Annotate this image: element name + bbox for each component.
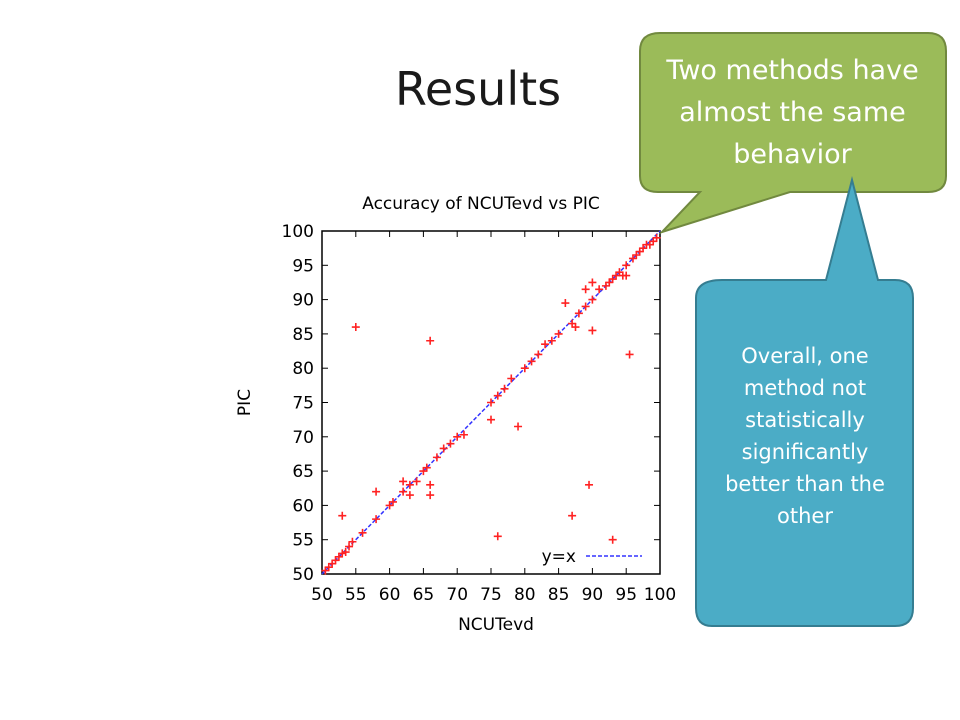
x-tick-label: 60: [379, 585, 401, 605]
data-point: [568, 511, 577, 520]
data-point: [652, 233, 661, 242]
data-point: [345, 542, 354, 551]
data-point: [500, 384, 509, 393]
data-point: [527, 357, 536, 366]
y-tick-label: 60: [292, 496, 314, 516]
data-point: [493, 532, 502, 541]
x-tick-label: 50: [311, 585, 333, 605]
data-point: [487, 398, 495, 407]
y-axis-label: PIC: [235, 389, 255, 416]
y-tick-label: 75: [292, 394, 314, 414]
data-point: [358, 528, 367, 537]
data-point: [446, 439, 455, 448]
y-tick-label: 80: [292, 359, 314, 379]
data-point: [507, 374, 516, 383]
data-point: [588, 295, 597, 304]
data-point: [439, 444, 448, 453]
x-tick-label: 85: [548, 585, 570, 605]
data-point: [571, 323, 580, 332]
y-tick-label: 85: [292, 325, 314, 345]
data-point: [422, 463, 431, 472]
data-point: [372, 515, 381, 524]
data-point: [493, 391, 502, 400]
x-tick-label: 100: [644, 585, 676, 605]
data-point: [487, 415, 495, 424]
data-point: [608, 535, 617, 544]
data-point: [581, 285, 590, 294]
data-point: [372, 487, 381, 496]
data-point: [574, 309, 583, 318]
data-point: [588, 326, 597, 335]
data-point: [338, 511, 347, 520]
y-tick-label: 65: [292, 462, 314, 482]
slide-title: Results: [395, 62, 562, 116]
y-tick-label: 55: [292, 531, 314, 551]
blue-callout-text: Overall, one method not statistically si…: [725, 344, 885, 528]
chart-title: Accuracy of NCUTevd vs PIC: [362, 194, 600, 214]
data-point: [588, 278, 597, 287]
data-point: [581, 302, 590, 311]
x-tick-label: 90: [582, 585, 604, 605]
data-point: [514, 422, 523, 431]
data-point: [399, 487, 408, 496]
data-point: [547, 336, 556, 345]
data-point: [426, 336, 435, 345]
data-point: [554, 329, 563, 338]
data-point: [625, 350, 634, 359]
data-point: [541, 340, 550, 349]
data-point: [351, 323, 360, 332]
blue-callout-bubble: [695, 176, 914, 627]
y-tick-label: 95: [292, 256, 314, 276]
x-tick-label: 70: [446, 585, 468, 605]
data-point: [585, 480, 594, 489]
legend-label: y=x: [542, 547, 576, 567]
data-point: [622, 261, 631, 270]
data-point: [520, 364, 529, 373]
data-point: [412, 477, 421, 486]
data-point: [405, 480, 414, 489]
green-callout-bubble: [639, 32, 947, 235]
green-callout-text: Two methods have almost the same behavio…: [666, 55, 919, 170]
data-point: [453, 432, 462, 441]
x-tick-label: 95: [615, 585, 637, 605]
x-tick-label: 65: [413, 585, 435, 605]
data-point: [405, 491, 414, 500]
y-tick-label: 100: [282, 222, 314, 242]
y-tick-label: 70: [292, 428, 314, 448]
data-point: [399, 477, 408, 486]
data-point: [388, 497, 397, 506]
y-tick-label: 50: [292, 565, 314, 585]
data-point: [459, 430, 468, 439]
data-point: [426, 480, 435, 489]
data-point: [622, 271, 631, 280]
data-point: [561, 299, 570, 308]
data-point: [426, 491, 435, 500]
x-axis-label: NCUTevd: [458, 615, 534, 635]
data-point: [432, 453, 441, 462]
data-point: [595, 285, 604, 294]
data-point: [341, 548, 350, 557]
x-tick-label: 80: [514, 585, 536, 605]
x-tick-label: 55: [345, 585, 367, 605]
data-point: [534, 350, 543, 359]
data-point: [348, 537, 357, 546]
y-tick-label: 90: [292, 291, 314, 311]
x-tick-label: 75: [480, 585, 502, 605]
